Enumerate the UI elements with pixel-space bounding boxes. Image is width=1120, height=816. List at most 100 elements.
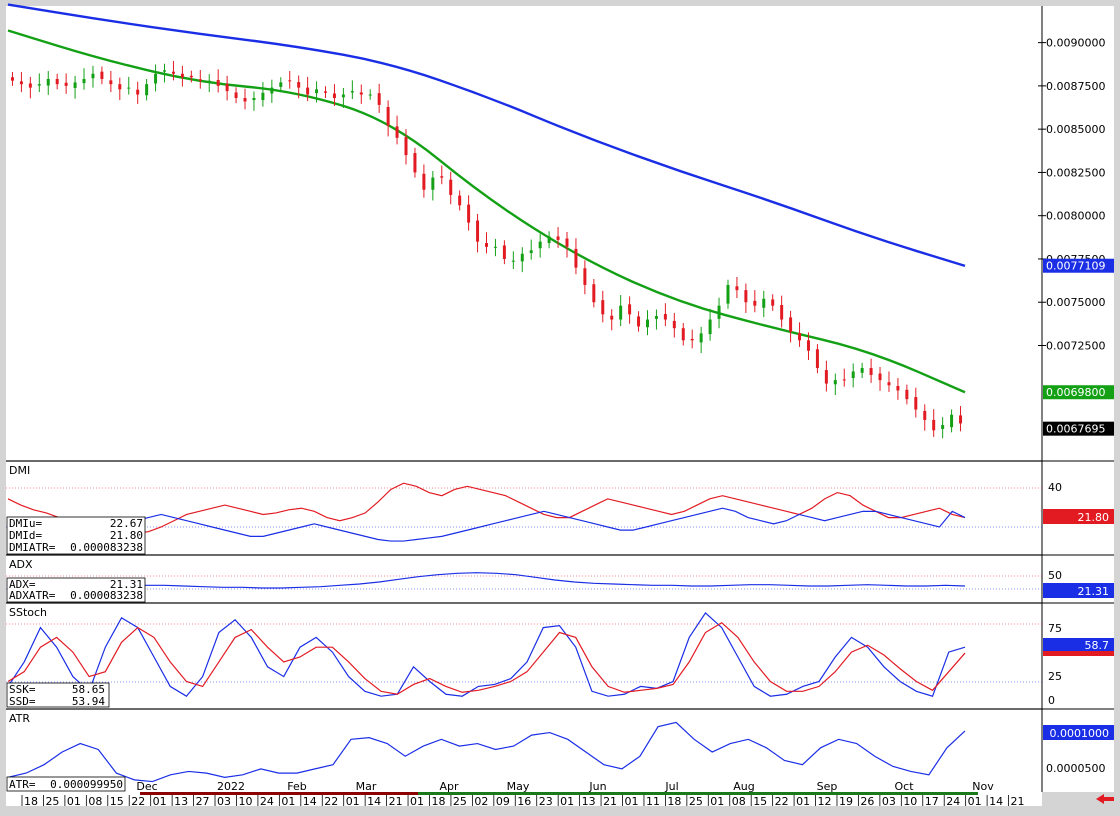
- date-tick-label: 10: [238, 795, 252, 808]
- candle-down: [780, 305, 784, 320]
- candle-down: [923, 410, 927, 420]
- price-tick-label: 0.0085000: [1046, 123, 1106, 136]
- candle-up: [127, 87, 131, 89]
- sstoch-d-line: [7, 621, 966, 695]
- candle-up: [860, 368, 864, 373]
- dmi-readout-box: [6, 516, 146, 555]
- sstoch-readout-value-1: 53.94: [72, 695, 105, 708]
- sstoch-k-line: [7, 611, 966, 697]
- price-badge-value: 0.0069800: [1046, 386, 1106, 399]
- candle-up: [145, 84, 149, 96]
- candle-down: [672, 320, 676, 329]
- sstoch-tick-25: 25: [1048, 670, 1062, 683]
- date-tick-label: 01: [796, 795, 810, 808]
- month-label: Mar: [356, 780, 377, 793]
- dmi-readout-value-0: 22.67: [110, 517, 143, 530]
- candle-down: [744, 290, 748, 303]
- date-tick-label: 27: [196, 795, 210, 808]
- candle-up: [431, 177, 435, 190]
- candle-up: [645, 319, 649, 328]
- price-y-axis: 0.0090000 0.0087500 0.0085000 0.0082500 0.00…: [1038, 37, 1106, 353]
- date-axis-bg: [6, 792, 1042, 806]
- atr-readout-label-0: ATR=: [9, 778, 36, 791]
- date-tick-label: 25: [453, 795, 467, 808]
- candle-down: [556, 236, 560, 240]
- date-tick-label: 01: [968, 795, 982, 808]
- date-tick-label: 12: [818, 795, 832, 808]
- atr-readout-box: [6, 776, 126, 792]
- candle-down: [815, 349, 819, 368]
- sstoch-readout-label-1: SSD=: [9, 695, 36, 708]
- date-tick-label: 10: [903, 795, 917, 808]
- date-tick-label: 19: [839, 795, 853, 808]
- dmi-panel: [6, 462, 1042, 554]
- date-tick-label: 25: [689, 795, 703, 808]
- candle-down: [306, 87, 310, 95]
- scroll-left-arrow-icon[interactable]: [1096, 794, 1114, 804]
- candle-down: [19, 81, 23, 85]
- sstoch-current-value: 58.7: [1085, 639, 1110, 652]
- adx-line: [7, 572, 966, 589]
- dmi-title: DMI: [9, 464, 30, 477]
- date-tick-label: 01: [346, 795, 360, 808]
- candle-down: [896, 386, 900, 391]
- month-label: Dec: [136, 780, 157, 793]
- atr-panel: [6, 710, 1042, 792]
- date-tick-label: 26: [860, 795, 874, 808]
- candle-down: [55, 78, 59, 85]
- date-tick-label: 03: [217, 795, 231, 808]
- sstoch-readout-value-0: 58.65: [72, 683, 105, 696]
- candle-up: [726, 284, 730, 304]
- candle-up: [350, 91, 354, 93]
- date-tick-label: 01: [67, 795, 81, 808]
- date-tick-label: 22: [324, 795, 338, 808]
- date-tick-label: 17: [925, 795, 939, 808]
- sstoch-readout-box: [6, 682, 110, 708]
- date-tick-label: 18: [431, 795, 445, 808]
- date-tick-label: 24: [260, 795, 274, 808]
- month-label: Apr: [439, 780, 459, 793]
- candle-up: [368, 94, 372, 96]
- atr-current-badge: [1043, 725, 1114, 740]
- candle-up: [529, 250, 533, 254]
- price-tick-label: 0.0090000: [1046, 37, 1106, 50]
- candle-down: [440, 176, 444, 178]
- candle-down: [610, 315, 614, 320]
- candle-down: [628, 304, 632, 315]
- adx-tick-50: 50: [1048, 569, 1062, 582]
- candle-down: [959, 415, 963, 424]
- dmi-lines: [7, 482, 966, 542]
- dmi-readout-value-1: 21.80: [110, 529, 143, 542]
- candle-down: [502, 245, 506, 259]
- adx-readout-value-1: 0.000083238: [70, 589, 143, 602]
- candle-up: [520, 253, 524, 262]
- sstoch-tick-0: 0: [1048, 694, 1055, 707]
- atr-readout-value-0: 0.000099950: [50, 778, 123, 791]
- candle-down: [180, 73, 184, 78]
- candle-down: [476, 220, 480, 242]
- candle-up: [619, 305, 623, 320]
- candle-down: [28, 83, 32, 88]
- date-tick-label: 16: [517, 795, 531, 808]
- date-tick-label: 22: [775, 795, 789, 808]
- candle-down: [869, 368, 873, 375]
- date-tick-label: 15: [753, 795, 767, 808]
- date-tick-label: 21: [1011, 795, 1025, 808]
- candle-up: [762, 298, 766, 308]
- date-tick-label: 18: [667, 795, 681, 808]
- candle-down: [216, 80, 220, 86]
- adx-panel: [6, 556, 1042, 602]
- candle-down: [297, 82, 301, 88]
- month-label: Sep: [817, 780, 838, 793]
- price-badge-bg: [1043, 385, 1114, 400]
- candle-down: [592, 284, 596, 303]
- candle-down: [136, 89, 140, 95]
- candle-up: [341, 94, 345, 98]
- candle-up: [851, 371, 855, 379]
- date-tick-label: 13: [582, 795, 596, 808]
- candle-up: [654, 316, 658, 319]
- sstoch-panel: [6, 604, 1042, 708]
- candle-down: [789, 317, 793, 332]
